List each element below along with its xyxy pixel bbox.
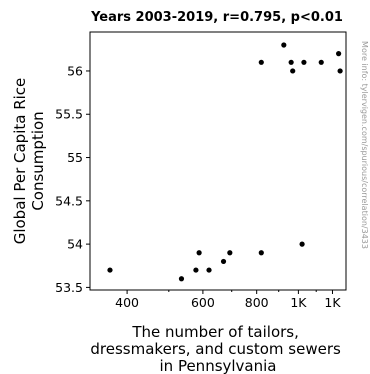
data-point (337, 68, 343, 74)
data-point (258, 59, 264, 65)
y-axis-title-line-1-text: Global Per Capita Rice (11, 78, 29, 245)
data-point (220, 258, 227, 265)
y-tick-label: 53.5 (55, 280, 83, 295)
data-point (318, 59, 324, 65)
data-point (281, 42, 287, 48)
data-point (301, 59, 307, 65)
data-point (193, 267, 199, 273)
x-tick-label: 600 (191, 295, 215, 310)
data-point (336, 51, 342, 57)
y-axis-title-line-2-text: Consumption (29, 111, 47, 210)
plot-area (89, 31, 347, 291)
x-tick-label: 1K (324, 295, 341, 310)
data-point (227, 250, 233, 256)
y-tick-label: 54.5 (55, 193, 83, 208)
x-axis-title-line-1: The number of tailors, (131, 323, 299, 341)
data-point (299, 241, 305, 247)
x-tick-label: 400 (115, 295, 139, 310)
x-tick-label: 800 (245, 295, 269, 310)
y-axis: 53.5 54 54.5 55 55.5 56 (55, 63, 90, 295)
y-tick-label: 54 (67, 237, 83, 252)
data-point (288, 59, 294, 65)
data-point (107, 267, 113, 273)
data-point (206, 267, 212, 273)
data-point (290, 68, 296, 74)
x-axis-title: The number of tailors, dressmakers, and … (90, 323, 345, 374)
y-tick-label: 55.5 (55, 107, 83, 122)
data-point (196, 250, 202, 256)
source-note: More info: tylervigen.com/spurious/corre… (360, 41, 369, 249)
chart-title: Years 2003-2019, r=0.795, p<0.01 (90, 10, 343, 25)
data-point (178, 276, 185, 282)
x-tick-label: 1K (290, 295, 307, 310)
y-tick-label: 55 (67, 150, 83, 165)
data-point (258, 250, 264, 256)
x-axis-title-line-3: in Pennsylvania (160, 357, 277, 374)
data-points (107, 42, 343, 282)
x-axis: 400 600 800 1K 1K (115, 290, 341, 310)
x-axis-title-line-2: dressmakers, and custom sewers (90, 340, 341, 358)
y-tick-label: 56 (67, 63, 83, 78)
